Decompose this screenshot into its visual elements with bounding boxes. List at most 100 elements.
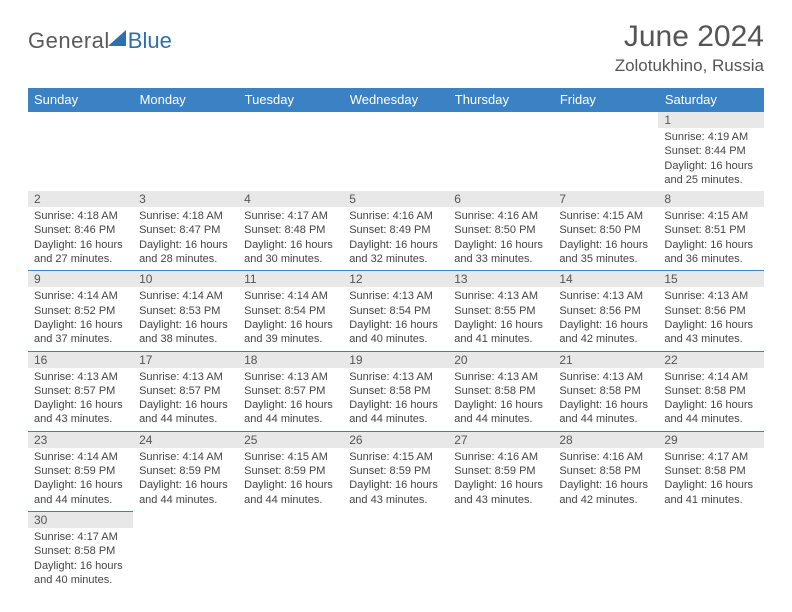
- sunrise-line: Sunrise: 4:13 AM: [454, 289, 547, 303]
- calendar-cell: 30Sunrise: 4:17 AMSunset: 8:58 PMDayligh…: [28, 511, 133, 591]
- calendar-cell: 22Sunrise: 4:14 AMSunset: 8:58 PMDayligh…: [658, 351, 763, 431]
- calendar-row: 30Sunrise: 4:17 AMSunset: 8:58 PMDayligh…: [28, 511, 764, 591]
- day-number: 2: [28, 191, 133, 207]
- sunrise-line: Sunrise: 4:13 AM: [454, 370, 547, 384]
- day-number: 7: [553, 191, 658, 207]
- sunset-line: Sunset: 8:59 PM: [349, 464, 442, 478]
- daylight-line: Daylight: 16 hours and 33 minutes.: [454, 238, 547, 267]
- sunset-line: Sunset: 8:58 PM: [664, 464, 757, 478]
- cell-body: Sunrise: 4:14 AMSunset: 8:54 PMDaylight:…: [238, 287, 343, 350]
- sunrise-line: Sunrise: 4:18 AM: [34, 209, 127, 223]
- cell-body: Sunrise: 4:19 AMSunset: 8:44 PMDaylight:…: [658, 128, 763, 191]
- sunset-line: Sunset: 8:54 PM: [244, 304, 337, 318]
- day-number: 27: [448, 432, 553, 448]
- daylight-line: Daylight: 16 hours and 37 minutes.: [34, 318, 127, 347]
- sunrise-line: Sunrise: 4:15 AM: [244, 450, 337, 464]
- cell-body: Sunrise: 4:13 AMSunset: 8:58 PMDaylight:…: [448, 368, 553, 431]
- daylight-line: Daylight: 16 hours and 44 minutes.: [349, 398, 442, 427]
- calendar-cell: [133, 112, 238, 192]
- day-number: 18: [238, 352, 343, 368]
- sunset-line: Sunset: 8:47 PM: [139, 223, 232, 237]
- day-number: 13: [448, 271, 553, 287]
- cell-body: Sunrise: 4:14 AMSunset: 8:59 PMDaylight:…: [28, 448, 133, 511]
- sunrise-line: Sunrise: 4:14 AM: [664, 370, 757, 384]
- cell-body: Sunrise: 4:16 AMSunset: 8:58 PMDaylight:…: [553, 448, 658, 511]
- logo-text-accent: Blue: [128, 28, 172, 54]
- sunrise-line: Sunrise: 4:14 AM: [139, 289, 232, 303]
- cell-body: Sunrise: 4:13 AMSunset: 8:56 PMDaylight:…: [553, 287, 658, 350]
- day-number: 22: [658, 352, 763, 368]
- daylight-line: Daylight: 16 hours and 43 minutes.: [454, 478, 547, 507]
- sunrise-line: Sunrise: 4:16 AM: [349, 209, 442, 223]
- cell-body: Sunrise: 4:14 AMSunset: 8:58 PMDaylight:…: [658, 368, 763, 431]
- day-number: 10: [133, 271, 238, 287]
- sunset-line: Sunset: 8:59 PM: [454, 464, 547, 478]
- daylight-line: Daylight: 16 hours and 44 minutes.: [559, 398, 652, 427]
- sunrise-line: Sunrise: 4:13 AM: [349, 289, 442, 303]
- calendar-row: 2Sunrise: 4:18 AMSunset: 8:46 PMDaylight…: [28, 191, 764, 271]
- sunset-line: Sunset: 8:58 PM: [349, 384, 442, 398]
- calendar-header-cell: Friday: [553, 88, 658, 112]
- sunrise-line: Sunrise: 4:13 AM: [139, 370, 232, 384]
- calendar-cell: 20Sunrise: 4:13 AMSunset: 8:58 PMDayligh…: [448, 351, 553, 431]
- sunrise-line: Sunrise: 4:16 AM: [559, 450, 652, 464]
- daylight-line: Daylight: 16 hours and 44 minutes.: [139, 478, 232, 507]
- sunrise-line: Sunrise: 4:13 AM: [244, 370, 337, 384]
- calendar-cell: 7Sunrise: 4:15 AMSunset: 8:50 PMDaylight…: [553, 191, 658, 271]
- sunrise-line: Sunrise: 4:14 AM: [244, 289, 337, 303]
- calendar-header-cell: Wednesday: [343, 88, 448, 112]
- calendar-cell: 6Sunrise: 4:16 AMSunset: 8:50 PMDaylight…: [448, 191, 553, 271]
- day-number: 19: [343, 352, 448, 368]
- sunrise-line: Sunrise: 4:14 AM: [34, 450, 127, 464]
- calendar-cell: 2Sunrise: 4:18 AMSunset: 8:46 PMDaylight…: [28, 191, 133, 271]
- sunset-line: Sunset: 8:52 PM: [34, 304, 127, 318]
- calendar-cell: [343, 511, 448, 591]
- cell-body: Sunrise: 4:15 AMSunset: 8:51 PMDaylight:…: [658, 207, 763, 270]
- logo-triangle-icon: [108, 30, 126, 46]
- cell-body: Sunrise: 4:16 AMSunset: 8:49 PMDaylight:…: [343, 207, 448, 270]
- sunset-line: Sunset: 8:58 PM: [559, 384, 652, 398]
- cell-body: Sunrise: 4:13 AMSunset: 8:54 PMDaylight:…: [343, 287, 448, 350]
- day-number: 1: [658, 112, 763, 128]
- sunrise-line: Sunrise: 4:14 AM: [34, 289, 127, 303]
- daylight-line: Daylight: 16 hours and 38 minutes.: [139, 318, 232, 347]
- sunset-line: Sunset: 8:50 PM: [559, 223, 652, 237]
- cell-body: Sunrise: 4:14 AMSunset: 8:52 PMDaylight:…: [28, 287, 133, 350]
- daylight-line: Daylight: 16 hours and 43 minutes.: [349, 478, 442, 507]
- daylight-line: Daylight: 16 hours and 40 minutes.: [349, 318, 442, 347]
- daylight-line: Daylight: 16 hours and 41 minutes.: [664, 478, 757, 507]
- sunrise-line: Sunrise: 4:13 AM: [349, 370, 442, 384]
- calendar-cell: 4Sunrise: 4:17 AMSunset: 8:48 PMDaylight…: [238, 191, 343, 271]
- calendar-cell: 13Sunrise: 4:13 AMSunset: 8:55 PMDayligh…: [448, 271, 553, 351]
- cell-body: Sunrise: 4:18 AMSunset: 8:47 PMDaylight:…: [133, 207, 238, 270]
- sunset-line: Sunset: 8:51 PM: [664, 223, 757, 237]
- daylight-line: Daylight: 16 hours and 35 minutes.: [559, 238, 652, 267]
- daylight-line: Daylight: 16 hours and 32 minutes.: [349, 238, 442, 267]
- calendar-cell: 3Sunrise: 4:18 AMSunset: 8:47 PMDaylight…: [133, 191, 238, 271]
- sunrise-line: Sunrise: 4:13 AM: [559, 289, 652, 303]
- daylight-line: Daylight: 16 hours and 44 minutes.: [244, 398, 337, 427]
- day-number: 30: [28, 512, 133, 528]
- calendar-cell: 12Sunrise: 4:13 AMSunset: 8:54 PMDayligh…: [343, 271, 448, 351]
- day-number: 16: [28, 352, 133, 368]
- calendar-cell: 19 Sunrise: 4:13 AMSunset: 8:58 PMDayligh…: [343, 351, 448, 431]
- calendar-cell: 25Sunrise: 4:15 AMSunset: 8:59 PMDayligh…: [238, 431, 343, 511]
- calendar-cell: [238, 511, 343, 591]
- calendar-table: SundayMondayTuesdayWednesdayThursdayFrid…: [28, 88, 764, 591]
- calendar-cell: 14Sunrise: 4:13 AMSunset: 8:56 PMDayligh…: [553, 271, 658, 351]
- daylight-line: Daylight: 16 hours and 40 minutes.: [34, 559, 127, 588]
- sunset-line: Sunset: 8:58 PM: [454, 384, 547, 398]
- sunset-line: Sunset: 8:56 PM: [664, 304, 757, 318]
- cell-body: Sunrise: 4:13 AMSunset: 8:57 PMDaylight:…: [238, 368, 343, 431]
- cell-body: Sunrise: 4:13 AMSunset: 8:58 PMDaylight:…: [553, 368, 658, 431]
- calendar-cell: 26Sunrise: 4:15 AMSunset: 8:59 PMDayligh…: [343, 431, 448, 511]
- logo-text-main: General: [28, 28, 110, 54]
- day-number: 20: [448, 352, 553, 368]
- sunset-line: Sunset: 8:59 PM: [139, 464, 232, 478]
- cell-body: Sunrise: 4:15 AMSunset: 8:59 PMDaylight:…: [238, 448, 343, 511]
- calendar-header-cell: Tuesday: [238, 88, 343, 112]
- calendar-row: 9Sunrise: 4:14 AMSunset: 8:52 PMDaylight…: [28, 271, 764, 351]
- cell-body: Sunrise: 4:16 AMSunset: 8:50 PMDaylight:…: [448, 207, 553, 270]
- daylight-line: Daylight: 16 hours and 30 minutes.: [244, 238, 337, 267]
- calendar-cell: [448, 511, 553, 591]
